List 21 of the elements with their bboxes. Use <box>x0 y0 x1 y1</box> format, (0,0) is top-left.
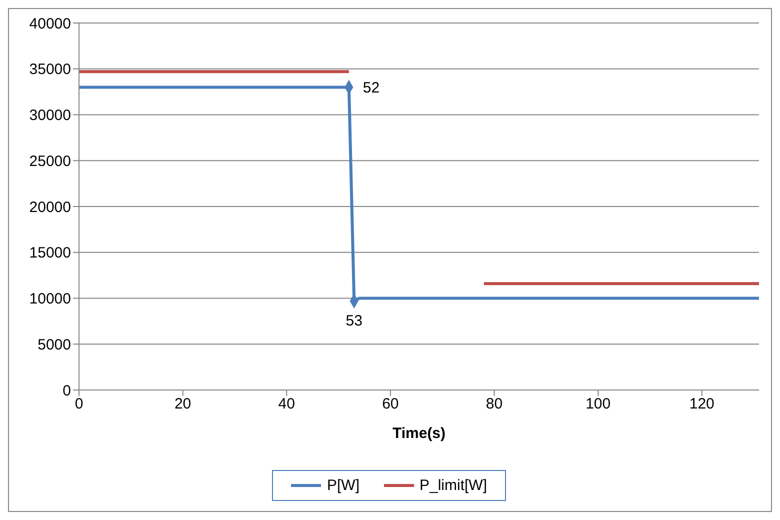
y-tick-label: 30000 <box>29 107 71 124</box>
x-axis-title: Time(s) <box>392 425 446 442</box>
x-tick-label: 40 <box>278 396 295 413</box>
x-tick-label: 80 <box>486 396 503 413</box>
legend-label: P_limit[W] <box>418 477 487 494</box>
y-tick-label: 5000 <box>38 336 71 354</box>
annotation: 53 <box>346 312 362 330</box>
x-tick-label: 100 <box>586 396 611 413</box>
annotation: 52 <box>362 80 380 97</box>
x-tick-label: 60 <box>382 396 399 413</box>
y-tick-label: 35000 <box>29 61 71 78</box>
y-tick-label: 40000 <box>29 15 71 32</box>
y-tick-label: 15000 <box>29 244 71 262</box>
y-tick-label: 10000 <box>29 290 71 308</box>
y-tick-label: 0 <box>62 382 71 400</box>
y-tick-label: 20000 <box>29 198 71 216</box>
legend-label: P[W] <box>326 477 360 494</box>
y-tick-label: 25000 <box>29 152 71 170</box>
x-tick-label: 0 <box>74 396 84 413</box>
x-tick-label: 120 <box>689 396 714 413</box>
x-tick-label: 20 <box>174 396 192 413</box>
